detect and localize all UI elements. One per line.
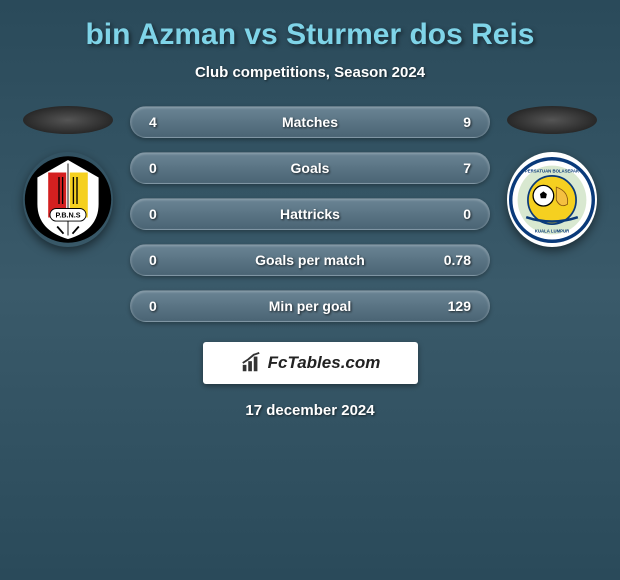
stat-left-value: 0 bbox=[149, 160, 197, 176]
left-shadow-ellipse bbox=[23, 106, 113, 134]
left-player-col: P.B.N.S bbox=[18, 106, 118, 247]
svg-text:KUALA LUMPUR: KUALA LUMPUR bbox=[535, 228, 570, 233]
stats-column: 4 Matches 9 0 Goals 7 0 Hattricks 0 0 Go… bbox=[130, 106, 490, 322]
stat-right-value: 0 bbox=[423, 206, 471, 222]
left-badge-svg: P.B.N.S bbox=[23, 152, 113, 247]
right-badge-svg: PERSATUAN BOLASEPAK KUALA LUMPUR bbox=[509, 157, 595, 243]
stat-row-hattricks: 0 Hattricks 0 bbox=[130, 198, 490, 230]
page-title: bin Azman vs Sturmer dos Reis bbox=[0, 18, 620, 52]
stat-right-value: 9 bbox=[423, 114, 471, 130]
stat-label: Hattricks bbox=[197, 206, 423, 222]
right-shadow-ellipse bbox=[507, 106, 597, 134]
stat-label: Goals bbox=[197, 160, 423, 176]
right-club-badge: PERSATUAN BOLASEPAK KUALA LUMPUR bbox=[507, 152, 597, 247]
stat-right-value: 0.78 bbox=[423, 252, 471, 268]
svg-text:PERSATUAN BOLASEPAK: PERSATUAN BOLASEPAK bbox=[525, 168, 580, 173]
stat-right-value: 7 bbox=[423, 160, 471, 176]
stat-row-goals-per-match: 0 Goals per match 0.78 bbox=[130, 244, 490, 276]
left-club-badge: P.B.N.S bbox=[23, 152, 113, 247]
stat-row-min-per-goal: 0 Min per goal 129 bbox=[130, 290, 490, 322]
comparison-card: bin Azman vs Sturmer dos Reis Club compe… bbox=[0, 0, 620, 429]
stat-label: Matches bbox=[197, 114, 423, 130]
stat-left-value: 4 bbox=[149, 114, 197, 130]
chart-icon bbox=[240, 352, 262, 374]
left-badge-text: P.B.N.S bbox=[55, 211, 80, 220]
date-label: 17 december 2024 bbox=[0, 402, 620, 419]
stat-label: Min per goal bbox=[197, 298, 423, 314]
stat-left-value: 0 bbox=[149, 252, 197, 268]
content-row: P.B.N.S 4 Matches 9 0 Goals 7 0 Hattrick… bbox=[0, 106, 620, 322]
stat-row-matches: 4 Matches 9 bbox=[130, 106, 490, 138]
logo-text: FcTables.com bbox=[268, 353, 381, 373]
stat-left-value: 0 bbox=[149, 298, 197, 314]
stat-left-value: 0 bbox=[149, 206, 197, 222]
stat-right-value: 129 bbox=[423, 298, 471, 314]
subtitle: Club competitions, Season 2024 bbox=[0, 64, 620, 81]
stat-label: Goals per match bbox=[197, 252, 423, 268]
fctables-logo[interactable]: FcTables.com bbox=[203, 342, 418, 384]
right-player-col: PERSATUAN BOLASEPAK KUALA LUMPUR bbox=[502, 106, 602, 247]
stat-row-goals: 0 Goals 7 bbox=[130, 152, 490, 184]
